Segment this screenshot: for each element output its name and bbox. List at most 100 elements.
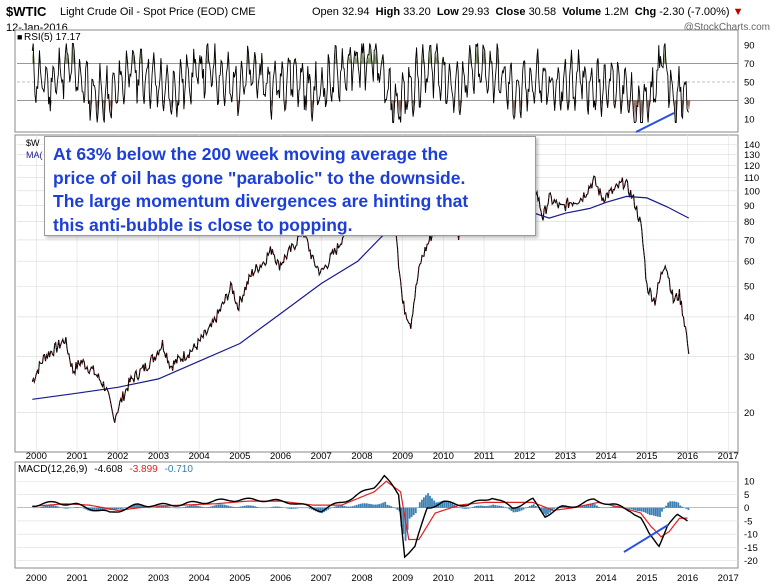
price-tick-label: 60: [744, 257, 755, 268]
chg-value: -2.30 (-7.00%): [659, 6, 730, 18]
year-label: 2015: [636, 451, 657, 462]
macd-histogram-bar: [176, 507, 179, 509]
macd-histogram-bar: [402, 507, 405, 534]
year-label: 2006: [270, 451, 291, 462]
macd-histogram-bar: [553, 507, 555, 509]
year-label: 2004: [189, 573, 210, 584]
price-legend-symbol: $W: [26, 138, 40, 148]
macd-histogram-bar: [136, 504, 138, 508]
macd-histogram-bar: [498, 505, 501, 508]
macd-histogram-bar: [93, 507, 96, 512]
macd-tick-label: -5: [744, 516, 752, 527]
macd-histogram-bar: [83, 507, 85, 509]
macd-histogram-bar: [203, 507, 205, 508]
macd-x-axis-labels: 2000 2001 2002 2003 2004 2005 2006 2007 2008 2009…: [26, 573, 739, 584]
macd-histogram-bar: [164, 505, 167, 508]
macd-histogram-bar: [445, 500, 448, 508]
macd-histogram-bar: [237, 506, 240, 508]
macd-histogram-bar: [632, 507, 635, 510]
macd-histogram-bar: [101, 507, 104, 510]
macd-histogram-bar: [661, 507, 663, 512]
year-label: 2005: [229, 451, 250, 462]
macd-histogram-bar: [329, 507, 332, 509]
macd-histogram-bar: [421, 499, 423, 508]
macd-histogram-bar: [195, 505, 197, 508]
year-label: 2017: [718, 573, 739, 584]
macd-histogram-bar: [233, 507, 236, 508]
macd-histogram-bar: [311, 507, 313, 510]
year-label: 2003: [148, 451, 169, 462]
macd-histogram-bar: [583, 505, 586, 508]
macd-histogram-bar: [392, 507, 395, 508]
year-label: 2003: [148, 573, 169, 584]
macd-tick-label: -20: [744, 556, 758, 567]
ohlc-readout: Open 32.94 High 33.20 Low 29.93 Close 30…: [312, 6, 744, 18]
annotation-line: this anti-bubble is close to popping.: [53, 214, 353, 235]
macd-histogram-bar: [97, 507, 100, 511]
macd-histogram-bar: [636, 507, 639, 511]
macd-histogram-bar: [386, 504, 389, 508]
macd-histogram-bar: [117, 507, 120, 509]
macd-histogram-bar: [626, 507, 629, 509]
macd-histogram-bar: [681, 506, 684, 508]
macd-histogram-bar: [634, 507, 637, 511]
macd-histogram-bar: [642, 507, 645, 513]
macd-histogram-bar: [335, 506, 338, 508]
macd-histogram-bar: [585, 504, 588, 508]
macd-histogram-bar: [48, 505, 51, 508]
year-label: 2007: [311, 451, 332, 462]
macd-histogram-bar: [653, 507, 655, 516]
price-tick-label: 100: [744, 186, 760, 197]
macd-histogram-bar: [486, 505, 488, 508]
year-label: 2014: [596, 451, 617, 462]
macd-histogram-bar: [530, 505, 533, 508]
price-tick-label: 30: [744, 352, 755, 363]
macd-histogram-bar: [528, 506, 531, 508]
macd-histogram-bar: [56, 506, 59, 508]
year-label: 2012: [514, 573, 535, 584]
macd-histogram-bar: [42, 506, 45, 508]
year-label: 2008: [351, 451, 372, 462]
macd-panel-frame: [14, 461, 739, 569]
macd-histogram-bar: [429, 495, 431, 508]
macd-histogram-bar: [333, 506, 336, 508]
macd-histogram-bar: [115, 507, 118, 510]
macd-histogram-bar: [443, 500, 446, 508]
macd-histogram-bar: [492, 504, 494, 508]
macd-histogram-bar: [400, 507, 403, 527]
macd-histogram-bar: [140, 505, 142, 508]
rsi-divergence-line: [635, 112, 675, 133]
macd-histogram-bar: [459, 507, 462, 509]
macd-histogram-bar: [591, 504, 594, 508]
macd-histogram-bar: [414, 507, 417, 514]
macd-histogram-bar: [184, 506, 187, 508]
price-tick-label: 80: [744, 217, 755, 228]
macd-histogram-bar: [547, 507, 549, 515]
macd-histogram-bar: [207, 507, 210, 508]
macd-histogram-bar: [423, 497, 425, 508]
macd-histogram-bar: [467, 507, 470, 509]
annotation-line: The large momentum divergences are hinti…: [53, 191, 469, 211]
macd-histogram-bar: [380, 503, 383, 508]
macd-histogram-bar: [317, 507, 319, 513]
year-label: 2001: [66, 451, 87, 462]
macd-histogram-bar: [490, 505, 492, 508]
macd-histogram-bar: [162, 505, 165, 508]
year-label: 2013: [555, 573, 576, 584]
macd-value: -4.608: [94, 464, 123, 475]
macd-histogram-bar: [77, 507, 79, 508]
macd-signal-value: -3.899: [129, 464, 158, 475]
rsi-axis-ticks: 90 70 50 30 10: [744, 41, 755, 126]
macd-histogram-bar: [425, 495, 427, 508]
macd-histogram-bar: [119, 507, 122, 509]
rsi-tick-label: 90: [744, 41, 755, 52]
year-label: 2010: [433, 573, 454, 584]
macd-histogram-bar: [579, 506, 582, 508]
macd-histogram-bar: [252, 505, 254, 508]
year-label: 2007: [311, 573, 332, 584]
macd-histogram-bar: [219, 504, 222, 508]
macd-histogram-bar: [343, 506, 346, 508]
rsi-tick-label: 70: [744, 59, 755, 70]
macd-histogram-bar: [543, 507, 545, 514]
macd-histogram-bar: [522, 507, 525, 510]
